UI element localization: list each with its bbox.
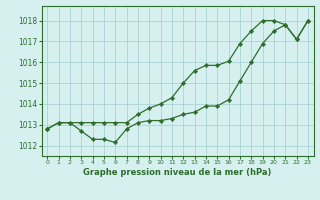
X-axis label: Graphe pression niveau de la mer (hPa): Graphe pression niveau de la mer (hPa) (84, 168, 272, 177)
